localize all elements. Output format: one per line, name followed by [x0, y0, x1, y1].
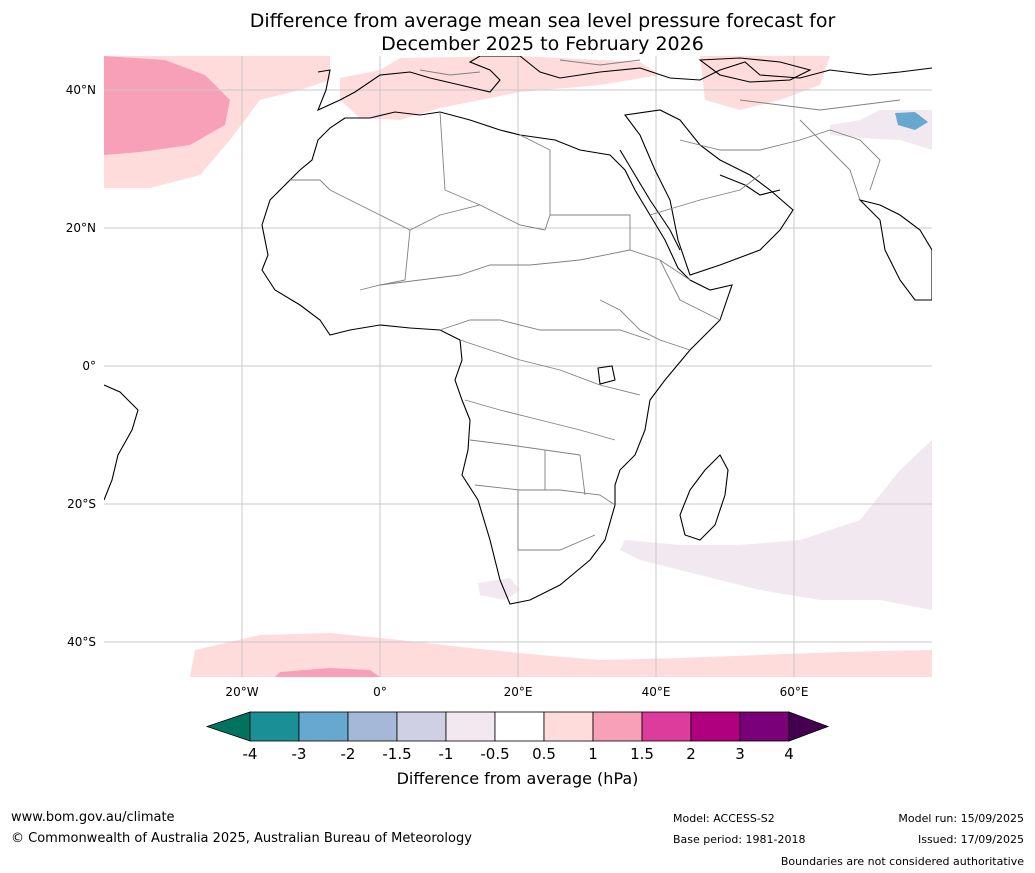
- colorbar-segment: [690, 711, 741, 742]
- colorbar-segment: [592, 711, 643, 742]
- lon-label-20w: 20°W: [225, 685, 259, 699]
- lon-label-40e: 40°E: [641, 685, 671, 699]
- strong-negative-anomaly-himalaya: [895, 112, 928, 130]
- positive-anomaly-black-sea: [700, 56, 830, 110]
- europe-coast: [316, 56, 932, 112]
- colorbar-tick-label: -2: [340, 745, 356, 763]
- lake-victoria: [597, 365, 616, 385]
- graticule: [104, 56, 932, 677]
- africa-coast: [261, 111, 733, 605]
- colorbar-segment: [739, 711, 790, 742]
- colorbar-tick-label: 1.5: [630, 745, 654, 763]
- footer-model: Model: ACCESS-S2: [673, 812, 775, 825]
- colorbar-tick-label: 3: [735, 745, 745, 763]
- negative-anomaly-south-africa: [478, 578, 520, 600]
- colorbar-segment: [543, 711, 594, 742]
- footer-base-period: Base period: 1981-2018: [673, 833, 806, 846]
- colorbar-tick-label: -3: [291, 745, 307, 763]
- colorbar-segment: [347, 711, 398, 742]
- arabia-coast: [624, 109, 794, 276]
- red-sea-coast: [619, 149, 681, 251]
- colorbar-title: Difference from average (hPa): [396, 769, 639, 788]
- lat-label-equator: 0°: [82, 359, 96, 373]
- persian-gulf-coast: [719, 174, 781, 196]
- colorbar-segment: [494, 711, 545, 742]
- lat-label-40s: 40°S: [67, 635, 96, 649]
- colorbar-segment: [396, 711, 447, 742]
- footer-copyright: © Commonwealth of Australia 2025, Austra…: [11, 831, 472, 846]
- strong-positive-anomaly-north-atlantic: [104, 56, 230, 155]
- country-borders: [290, 59, 901, 551]
- colorbar-segment: [641, 711, 692, 742]
- lon-label-0: 0°: [373, 685, 387, 699]
- map-title: Difference from average mean sea level p…: [0, 10, 1035, 56]
- india-coast: [858, 198, 932, 301]
- lon-label-20e: 20°E: [503, 685, 533, 699]
- colorbar-segment: [249, 711, 300, 742]
- colorbar-tick-label: -0.5: [480, 745, 510, 763]
- footer-model-run: Model run: 15/09/2025: [898, 812, 1024, 825]
- colorbar-tick-label: -1.5: [382, 745, 412, 763]
- title-line-2: December 2025 to February 2026: [381, 33, 704, 55]
- negative-anomaly-southern-indian-ocean: [620, 440, 932, 610]
- colorbar-tick-label: 0.5: [532, 745, 556, 763]
- south-america-coast: [104, 384, 139, 501]
- madagascar-coast: [679, 454, 729, 541]
- colorbar-segment: [298, 711, 349, 742]
- lat-label-20s: 20°S: [67, 497, 96, 511]
- colorbar-tick-label: 2: [686, 745, 696, 763]
- colorbar-segment: [445, 711, 496, 742]
- colorbar-extend-max: [788, 711, 830, 742]
- positive-anomaly-mediterranean: [340, 56, 660, 120]
- coastlines: [104, 56, 932, 605]
- lat-label-20n: 20°N: [65, 221, 96, 235]
- colorbar-tick-label: -1: [438, 745, 454, 763]
- lon-label-60e: 60°E: [779, 685, 809, 699]
- footer-disclaimer: Boundaries are not considered authoritat…: [780, 855, 1024, 868]
- strong-positive-anomaly-southern-ocean: [275, 668, 380, 677]
- colorbar-extend-min: [205, 711, 251, 742]
- footer-issued: Issued: 17/09/2025: [917, 833, 1024, 846]
- colorbar-tick-label: -4: [242, 745, 258, 763]
- positive-anomaly-southern-ocean: [190, 633, 932, 677]
- footer-url[interactable]: www.bom.gov.au/climate: [11, 810, 175, 825]
- title-line-1: Difference from average mean sea level p…: [249, 10, 836, 32]
- colorbar-tick-label: 4: [784, 745, 794, 763]
- lat-label-40n: 40°N: [65, 83, 96, 97]
- black-sea-coast: [698, 57, 812, 83]
- colorbar-tick-label: 1: [588, 745, 598, 763]
